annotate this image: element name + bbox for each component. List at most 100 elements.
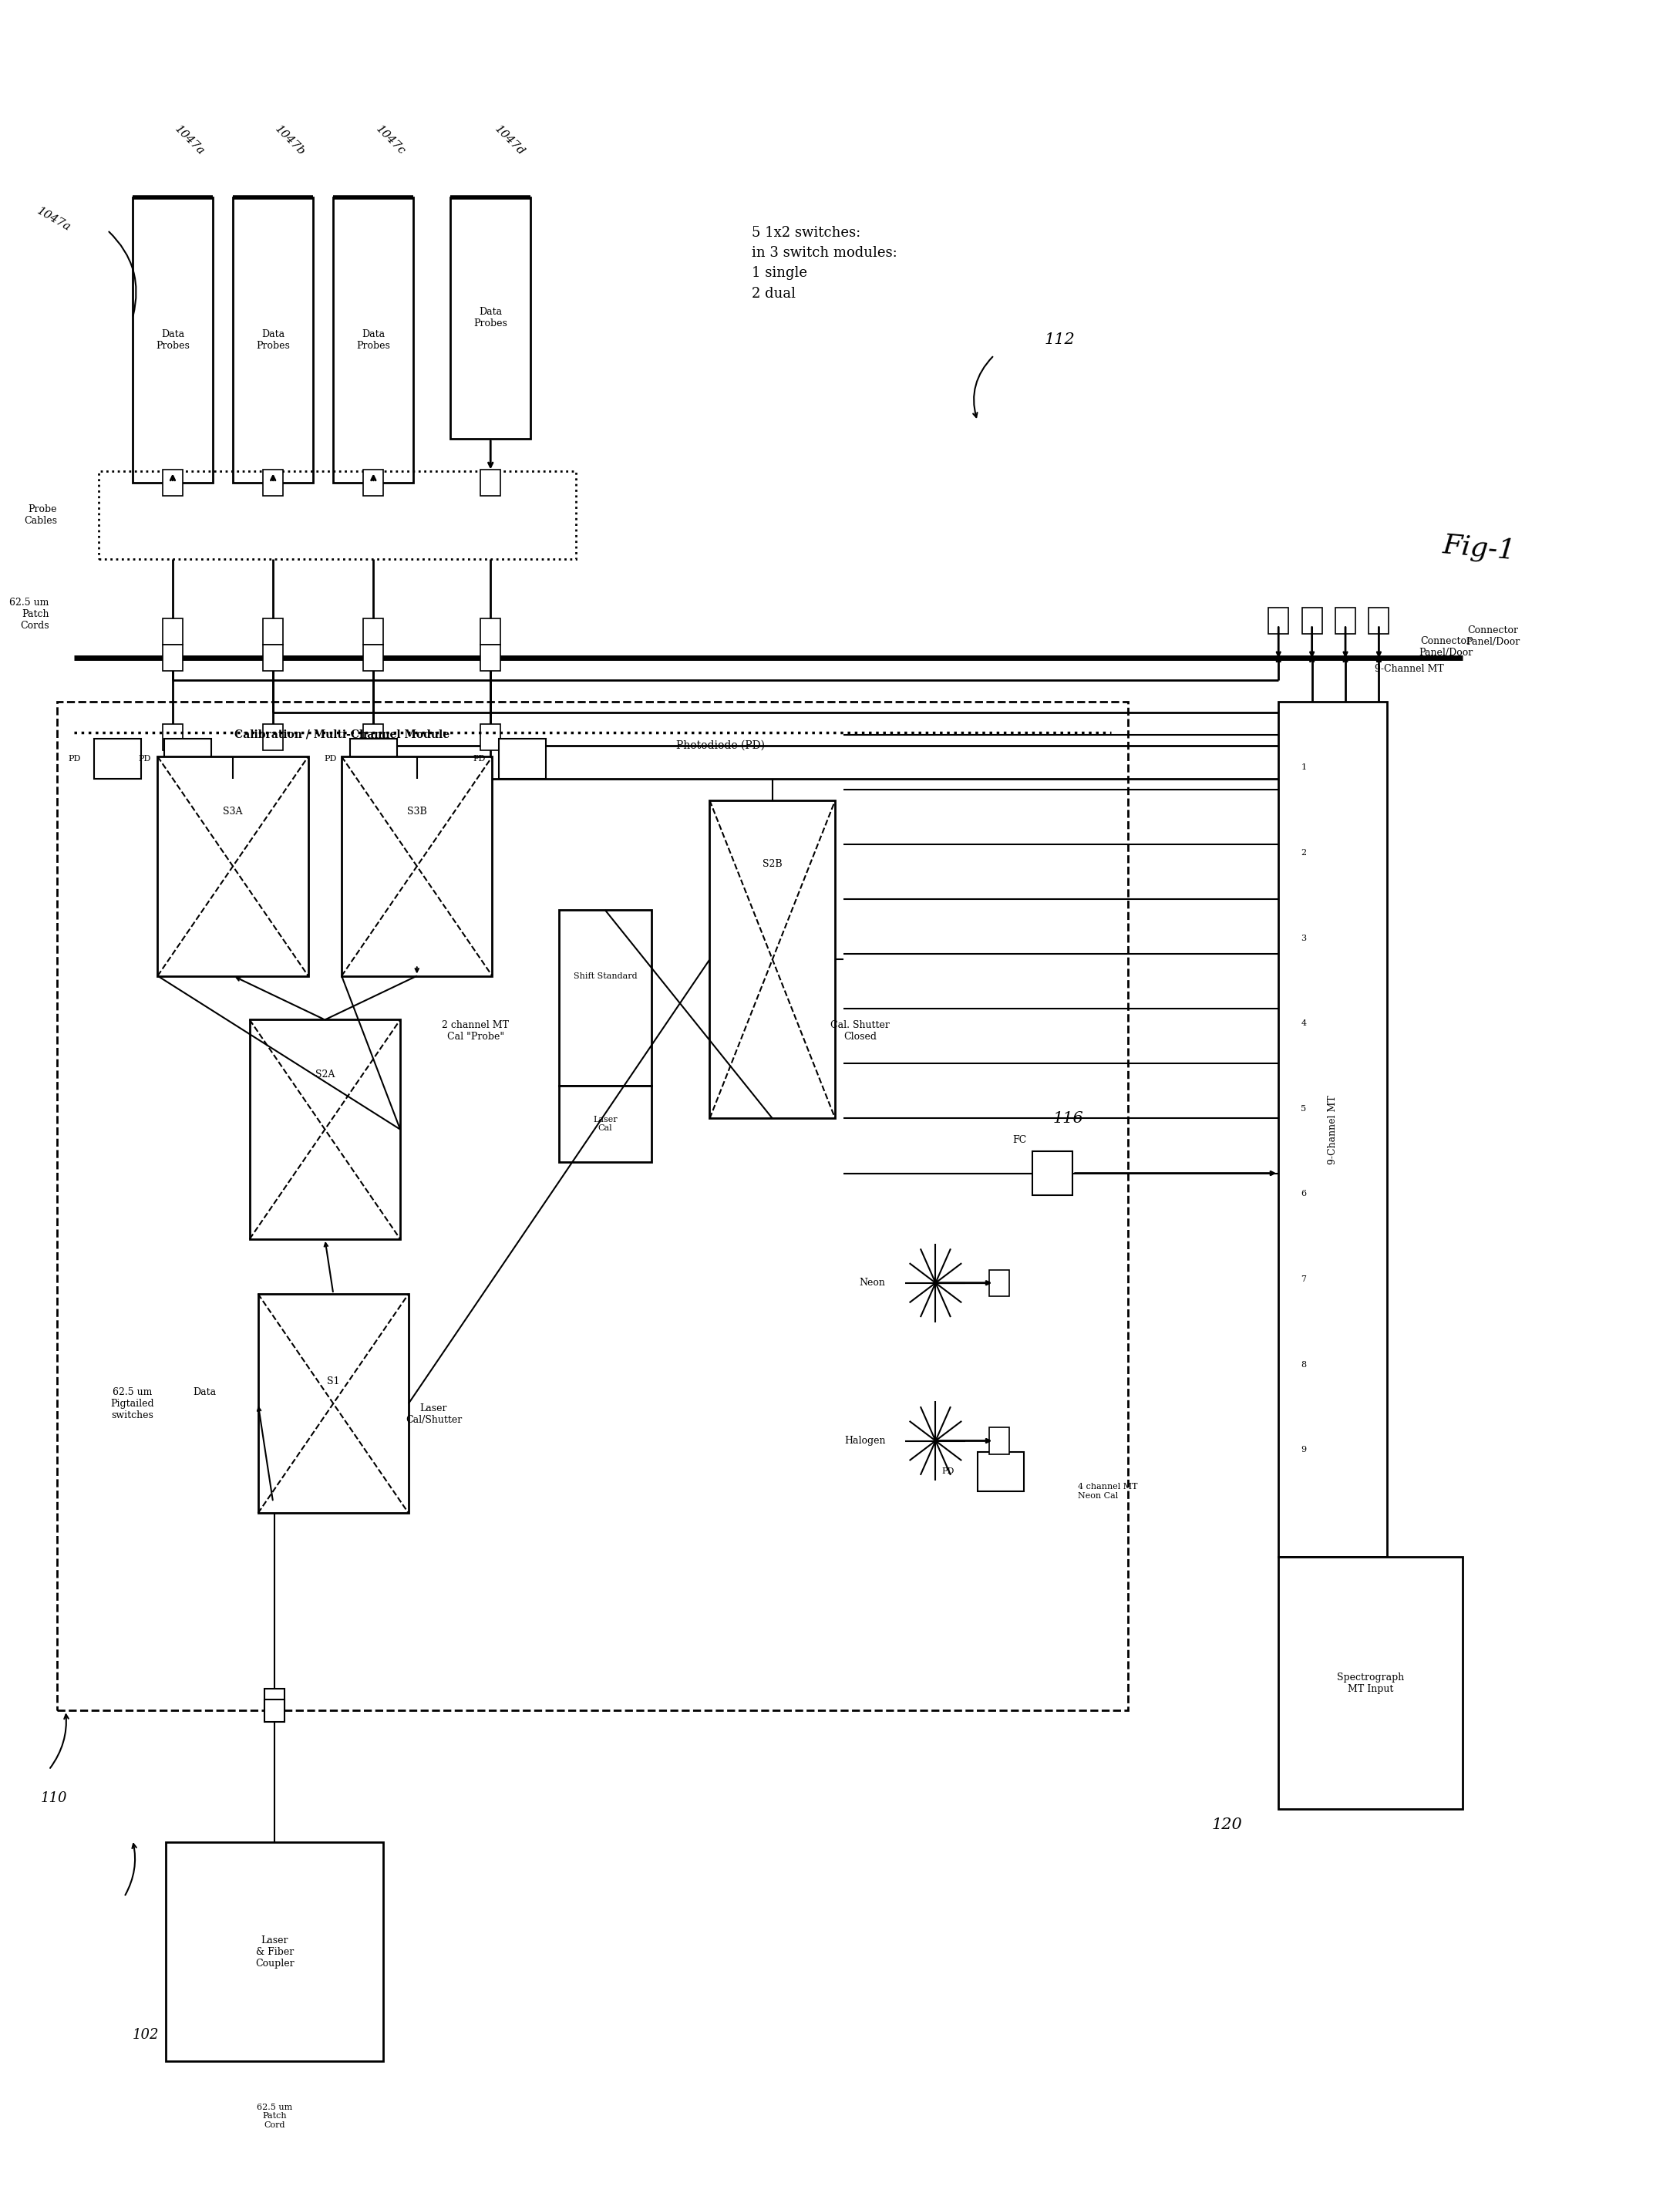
- Text: 120: 120: [1211, 1818, 1242, 1831]
- Bar: [163, 724, 183, 750]
- Text: Photodiode (PD): Photodiode (PD): [677, 741, 764, 750]
- Bar: [709, 800, 835, 1118]
- Text: PD: PD: [69, 754, 81, 763]
- Text: FC: FC: [1011, 1136, 1026, 1145]
- Bar: [363, 724, 383, 750]
- Bar: [990, 1270, 1010, 1296]
- Text: Data
Probes: Data Probes: [156, 329, 190, 351]
- Text: 110: 110: [40, 1792, 67, 1805]
- Text: Connector
Panel/Door: Connector Panel/Door: [1418, 636, 1473, 658]
- Bar: [1033, 1151, 1074, 1195]
- Bar: [1369, 607, 1389, 634]
- Bar: [158, 757, 307, 976]
- Text: 62.5 um
Patch
Cords: 62.5 um Patch Cords: [10, 596, 49, 632]
- Text: Data
Probes: Data Probes: [474, 307, 507, 329]
- Bar: [341, 757, 492, 976]
- Bar: [480, 469, 501, 496]
- Bar: [163, 618, 183, 645]
- Text: 1: 1: [1300, 763, 1307, 772]
- Text: 1047a: 1047a: [35, 206, 72, 232]
- Bar: [450, 197, 531, 439]
- Text: Connector
Panel/Door: Connector Panel/Door: [1465, 625, 1520, 647]
- Text: PD: PD: [941, 1467, 954, 1476]
- Text: Cal. Shutter
Closed: Cal. Shutter Closed: [830, 1020, 890, 1042]
- Bar: [250, 1020, 400, 1239]
- Bar: [264, 645, 284, 671]
- Text: Probe
Cables: Probe Cables: [24, 504, 57, 526]
- Bar: [163, 645, 183, 671]
- Text: PD: PD: [324, 754, 336, 763]
- Text: Neon: Neon: [858, 1279, 885, 1287]
- Bar: [499, 739, 546, 779]
- Bar: [264, 469, 284, 496]
- Bar: [133, 197, 213, 482]
- Text: 8: 8: [1300, 1360, 1307, 1368]
- Text: S2A: S2A: [316, 1070, 334, 1079]
- Text: 116: 116: [1053, 1112, 1084, 1125]
- Bar: [99, 471, 576, 559]
- Text: 102: 102: [133, 2029, 160, 2042]
- Bar: [264, 724, 284, 750]
- Bar: [363, 469, 383, 496]
- Bar: [1278, 1557, 1463, 1809]
- Bar: [259, 1294, 408, 1513]
- Bar: [1336, 607, 1356, 634]
- Bar: [349, 739, 396, 779]
- Text: 1047a: 1047a: [173, 123, 207, 158]
- Text: 7: 7: [1300, 1276, 1307, 1283]
- Bar: [1302, 607, 1322, 634]
- Bar: [264, 618, 284, 645]
- Text: 4 channel MT
Neon Cal: 4 channel MT Neon Cal: [1079, 1482, 1137, 1500]
- Bar: [94, 739, 141, 779]
- Text: Data: Data: [193, 1388, 217, 1397]
- Text: Laser
Cal/Shutter: Laser Cal/Shutter: [405, 1404, 462, 1425]
- Text: 3: 3: [1300, 934, 1307, 943]
- Bar: [559, 1086, 652, 1162]
- Text: 5: 5: [1300, 1105, 1307, 1112]
- Text: 62.5 um
Pigtailed
switches: 62.5 um Pigtailed switches: [111, 1386, 155, 1421]
- Bar: [480, 724, 501, 750]
- Text: 2 channel MT
Cal "Probe": 2 channel MT Cal "Probe": [442, 1020, 509, 1042]
- Bar: [165, 739, 212, 779]
- Bar: [363, 618, 383, 645]
- Text: PD: PD: [472, 754, 486, 763]
- Text: Spectrograph
MT Input: Spectrograph MT Input: [1337, 1673, 1404, 1693]
- Text: Data
Probes: Data Probes: [255, 329, 291, 351]
- Text: Shift Standard: Shift Standard: [573, 971, 637, 980]
- Bar: [363, 645, 383, 671]
- Bar: [559, 910, 652, 1086]
- Text: Halogen: Halogen: [843, 1436, 885, 1445]
- Text: 6: 6: [1300, 1191, 1307, 1197]
- Text: 112: 112: [1045, 333, 1075, 346]
- Bar: [480, 645, 501, 671]
- Bar: [234, 197, 312, 482]
- Text: 1047c: 1047c: [373, 123, 407, 158]
- Text: 4: 4: [1300, 1020, 1307, 1026]
- Text: Calibration / Multi-Channel Module: Calibration / Multi-Channel Module: [234, 730, 449, 739]
- Text: S2B: S2B: [763, 860, 783, 868]
- Bar: [166, 1842, 383, 2061]
- Text: 9-Channel MT: 9-Channel MT: [1374, 664, 1443, 673]
- Text: S3B: S3B: [407, 807, 427, 816]
- Bar: [265, 1700, 286, 1722]
- Text: 5 1x2 switches:
in 3 switch modules:
1 single
2 dual: 5 1x2 switches: in 3 switch modules: 1 s…: [751, 226, 897, 300]
- Text: PD: PD: [138, 754, 151, 763]
- Bar: [990, 1428, 1010, 1454]
- Text: 2: 2: [1300, 849, 1307, 857]
- Bar: [265, 1689, 286, 1711]
- Text: Laser
& Fiber
Coupler: Laser & Fiber Coupler: [255, 1934, 294, 1969]
- Bar: [57, 702, 1127, 1711]
- Text: 62.5 um
Patch
Cord: 62.5 um Patch Cord: [257, 2103, 292, 2129]
- Bar: [978, 1452, 1025, 1491]
- Bar: [480, 618, 501, 645]
- Text: Laser
Cal: Laser Cal: [593, 1116, 617, 1132]
- Text: 1047b: 1047b: [274, 123, 307, 158]
- Bar: [1278, 702, 1388, 1557]
- Text: 9-Channel MT: 9-Channel MT: [1327, 1094, 1337, 1164]
- Text: S3A: S3A: [223, 807, 242, 816]
- Bar: [1268, 607, 1289, 634]
- Bar: [333, 197, 413, 482]
- Text: Fig-1: Fig-1: [1441, 533, 1517, 564]
- Text: 1047d: 1047d: [492, 123, 526, 158]
- Bar: [163, 469, 183, 496]
